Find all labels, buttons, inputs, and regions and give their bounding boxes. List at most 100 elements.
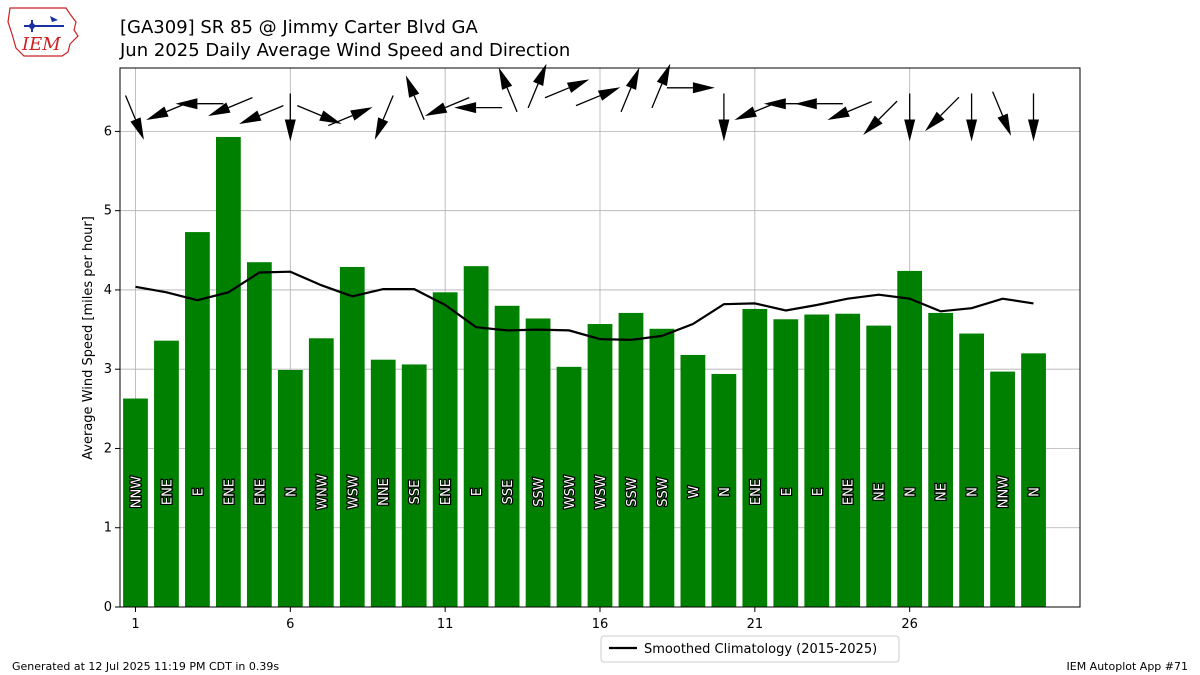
direction-label-day-17: SSW — [625, 477, 640, 507]
y-tick-label: 6 — [104, 124, 112, 139]
wind-arrow-day-19 — [666, 82, 715, 94]
direction-label-day-1: NNW — [129, 476, 144, 508]
logo-text: IEM — [21, 34, 61, 55]
direction-label-day-11: ENE — [439, 479, 454, 505]
wind-arrow-shaft — [228, 97, 253, 109]
bar-day-13 — [494, 305, 520, 607]
direction-label-day-23: E — [811, 488, 826, 496]
wind-arrow-head — [692, 82, 715, 94]
bar-day-8 — [339, 266, 365, 607]
direction-label-day-27: NE — [935, 483, 950, 501]
wind-arrow-head — [424, 102, 448, 117]
bar-day-18 — [649, 328, 675, 607]
wind-arrow-shaft — [620, 87, 632, 113]
wind-arrow-day-13 — [498, 67, 518, 113]
wind-arrow-head — [350, 107, 373, 121]
direction-label-day-3: E — [191, 488, 206, 496]
bar-day-21 — [742, 308, 768, 607]
bar-day-20 — [711, 373, 737, 607]
wind-arrow-shaft — [575, 95, 601, 107]
wind-arrow-day-28 — [966, 93, 978, 142]
wind-arrow-day-7 — [297, 105, 342, 125]
bar-day-26 — [897, 270, 923, 607]
wind-arrow-day-17 — [620, 67, 640, 113]
wind-arrow-shaft — [527, 83, 539, 109]
wind-arrow-shaft — [940, 96, 960, 117]
bar-day-28 — [959, 333, 984, 607]
wind-arrow-head — [997, 113, 1012, 136]
wind-arrow-day-1 — [124, 95, 144, 140]
wind-arrow-head — [925, 111, 945, 132]
wind-arrow-day-23 — [794, 98, 843, 110]
wind-arrow-day-30 — [1028, 93, 1039, 142]
wind-arrow-head — [734, 106, 757, 121]
wind-arrow-head — [1028, 119, 1039, 142]
wind-arrow-day-27 — [925, 96, 960, 132]
bar-day-24 — [835, 313, 861, 607]
x-tick-label: 1 — [131, 617, 139, 632]
wind-arrow-shaft — [992, 91, 1004, 116]
bar-day-25 — [866, 325, 892, 607]
bar-day-15 — [556, 366, 582, 607]
chart-title-line2: Jun 2025 Daily Average Wind Speed and Di… — [120, 40, 571, 61]
bar-day-6 — [277, 369, 303, 607]
wind-arrow-day-16 — [575, 87, 621, 107]
wind-arrow-day-5 — [239, 105, 284, 125]
bar-day-9 — [370, 359, 396, 607]
x-tick-label: 11 — [437, 617, 454, 632]
direction-label-day-22: E — [780, 488, 795, 496]
direction-label-day-30: N — [1028, 487, 1043, 497]
bar-day-17 — [618, 312, 644, 607]
legend: Smoothed Climatology (2015-2025) — [600, 635, 900, 663]
direction-label-day-8: WSW — [346, 475, 361, 509]
y-tick-label: 2 — [104, 441, 112, 456]
bar-day-14 — [525, 318, 551, 607]
direction-label-day-2: ENE — [160, 479, 175, 505]
wind-arrow-head — [130, 117, 144, 140]
wind-arrow-day-29 — [992, 91, 1012, 136]
direction-label-day-24: ENE — [842, 479, 857, 505]
wind-arrow-shaft — [544, 87, 570, 99]
wind-arrow-head — [827, 106, 850, 121]
y-tick-label: 4 — [104, 283, 112, 298]
bar-day-30 — [1021, 353, 1046, 607]
direction-label-day-21: ENE — [749, 479, 764, 505]
climatology-line — [135, 270, 1034, 342]
wind-arrow-day-24 — [827, 101, 872, 121]
direction-label-day-19: W — [687, 485, 702, 498]
wind-arrow-day-26 — [904, 93, 916, 142]
x-tick-label: 21 — [747, 617, 764, 632]
bar-day-27 — [928, 312, 954, 607]
x-tick-label: 6 — [286, 617, 294, 632]
wind-arrow-head — [904, 119, 916, 142]
wind-arrow-shaft — [651, 83, 663, 109]
direction-label-day-18: SSW — [656, 477, 671, 507]
wind-arrow-day-25 — [863, 100, 898, 136]
direction-label-day-12: E — [470, 488, 485, 496]
y-tick-label: 3 — [104, 362, 112, 377]
wind-arrow-head — [966, 119, 978, 142]
direction-label-day-25: NE — [873, 483, 888, 501]
wind-arrow-day-9 — [374, 95, 394, 140]
wind-arrow-shaft — [328, 114, 353, 127]
direction-label-day-15: WSW — [563, 475, 578, 509]
wind-arrow-head — [374, 117, 389, 140]
wind-arrow-head — [863, 115, 883, 136]
wind-arrow-shaft — [413, 95, 425, 120]
direction-label-day-14: SSW — [532, 477, 547, 507]
x-tick-label: 16 — [592, 617, 609, 632]
bar-day-1 — [123, 398, 148, 607]
bar-day-29 — [990, 371, 1015, 607]
direction-label-day-13: SSE — [501, 480, 516, 505]
bar-day-4 — [216, 136, 241, 607]
wind-arrow-shaft — [382, 95, 394, 120]
wind-arrow-head — [146, 106, 169, 121]
y-axis-label: Average Wind Speed [miles per hour] — [81, 216, 96, 460]
wind-arrow-day-14 — [527, 63, 547, 109]
direction-label-day-7: WNW — [315, 474, 330, 510]
direction-label-day-6: N — [284, 487, 299, 497]
bar-day-7 — [308, 338, 334, 607]
wind-arrow-day-18 — [651, 63, 671, 109]
iem-logo: IEM — [6, 4, 82, 64]
